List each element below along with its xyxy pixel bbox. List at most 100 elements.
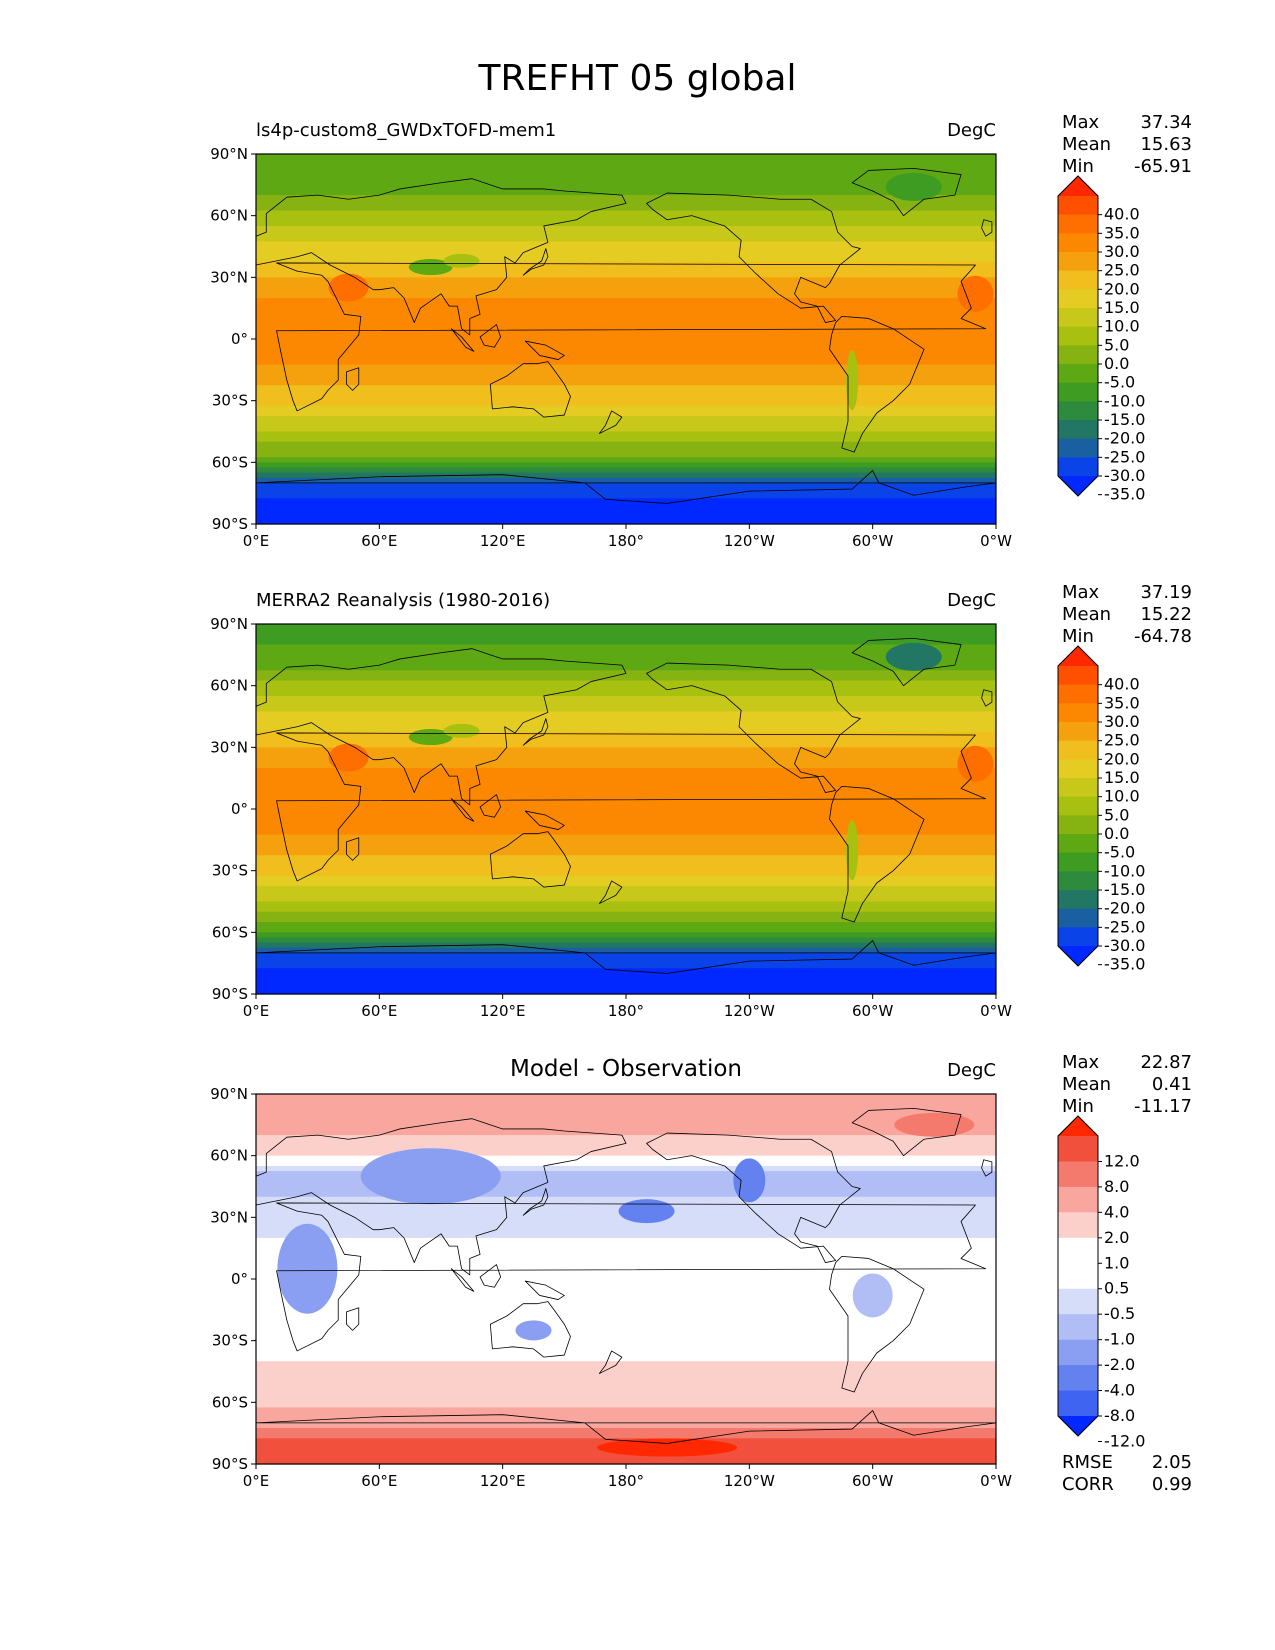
field-band (256, 184, 996, 191)
field-band (256, 1258, 996, 1265)
field-band (256, 1237, 996, 1244)
coastline-australia (489, 361, 571, 418)
field-band (256, 1284, 996, 1290)
field-band (256, 1268, 996, 1275)
field-band (256, 277, 996, 284)
field-band (256, 747, 996, 754)
field-band (256, 1458, 996, 1465)
coastline-borneo (479, 1264, 502, 1288)
field-band (256, 1124, 996, 1131)
field-band (256, 333, 996, 340)
field-band (256, 778, 996, 784)
field-band (256, 834, 996, 841)
lon-tick-label: 120°E (480, 532, 526, 550)
field-band (256, 829, 996, 836)
field-band (256, 773, 996, 779)
field-band (256, 518, 996, 525)
colorbar-segment (1058, 196, 1098, 216)
coastline-north-america (646, 662, 861, 793)
colorbar-label: -30.0 (1104, 936, 1145, 955)
coastline-uk (981, 219, 993, 237)
coastline-antarctica (255, 940, 997, 974)
field-band (256, 1376, 996, 1383)
lon-tick-label: 0°E (243, 532, 270, 550)
field-band (256, 154, 996, 160)
colorbar-extend-top (1058, 1116, 1098, 1136)
coastline-australia (489, 831, 571, 888)
lat-tick-label: 60°S (212, 453, 248, 471)
field-band (256, 452, 996, 458)
field-band (256, 513, 996, 520)
field-band (256, 1145, 996, 1152)
field-band (256, 467, 996, 474)
sahara-hot-patch (957, 275, 994, 312)
field-band (256, 395, 996, 402)
field-band (256, 675, 996, 682)
field-band (256, 942, 996, 949)
andes-cool-patch (846, 350, 859, 411)
field-band (256, 958, 996, 964)
colorbar-segment (1058, 796, 1098, 816)
field-band (256, 282, 996, 289)
colorbar-label: -35.0 (1104, 955, 1145, 974)
colorbar-segment (1058, 364, 1098, 384)
field-band (256, 1366, 996, 1373)
field-band (256, 963, 996, 969)
field-band (256, 1109, 996, 1116)
field-band (256, 246, 996, 253)
lat-tick-label: 30°N (210, 1208, 248, 1226)
field-band (256, 159, 996, 165)
field-band (256, 726, 996, 733)
colorbar-label: 0.0 (1104, 354, 1129, 373)
colorbar-label: -10.0 (1104, 391, 1145, 410)
field-band (256, 886, 996, 892)
lon-tick-label: 60°E (361, 1002, 397, 1020)
field-band (256, 261, 996, 268)
field-band (256, 1222, 996, 1229)
field-band (256, 318, 996, 325)
field-band (256, 1361, 996, 1367)
stat-mean: Mean 15.22 (1062, 604, 1192, 625)
greenland-warm-bias (894, 1112, 975, 1137)
field-band (256, 1150, 996, 1157)
stat-max: Max 37.19 (1062, 582, 1192, 603)
map-chart: 90°N 60°N 30°N 0° 30°S 60°S 90°S0°E 60°E 120°E 18… (210, 1085, 1145, 1490)
field-band (256, 344, 996, 350)
lon-tick-label: 60°W (852, 1472, 894, 1490)
field-band (256, 349, 996, 356)
colorbar-segment (1058, 852, 1098, 872)
colorbar-segment (1058, 834, 1098, 854)
lat-tick-label: 90°N (210, 615, 248, 633)
colorbar-label: -5.0 (1104, 373, 1135, 392)
colorbar: 40.035.030.025.020.015.010.05.00.0-5.0-1… (1057, 645, 1145, 974)
lat-tick-label: 90°N (210, 1085, 248, 1103)
colorbar-label: -35.0 (1104, 485, 1145, 504)
coastline-africa (276, 1202, 987, 1352)
colorbar-segment (1058, 1237, 1098, 1264)
field-band (256, 711, 996, 718)
coastline-antarctica (255, 1410, 997, 1444)
field-band (256, 369, 996, 376)
field-band (256, 803, 996, 810)
lon-tick-label: 120°W (724, 1002, 775, 1020)
field-band (256, 164, 996, 171)
colorbar-label: -5.0 (1104, 843, 1135, 862)
arabia-hot-patch (328, 743, 369, 772)
colorbar-label: -12.0 (1104, 1431, 1145, 1450)
field-band (256, 210, 996, 217)
colorbar-segment (1058, 722, 1098, 742)
coastline-greenland (851, 1107, 962, 1157)
colorbar-label: 10.0 (1104, 317, 1140, 336)
colorbar-segment (1058, 927, 1098, 947)
field-band (256, 896, 996, 903)
lon-tick-label: 0°E (243, 1472, 270, 1490)
colorbar-label: 30.0 (1104, 712, 1140, 731)
field-band (256, 1397, 996, 1403)
field-band (256, 1299, 996, 1306)
field-band (256, 251, 996, 258)
field-band (256, 195, 996, 201)
stat-mean: Mean 0.41 (1062, 1074, 1192, 1095)
field-band (256, 508, 996, 515)
field-band (256, 932, 996, 939)
field-band (256, 1217, 996, 1224)
